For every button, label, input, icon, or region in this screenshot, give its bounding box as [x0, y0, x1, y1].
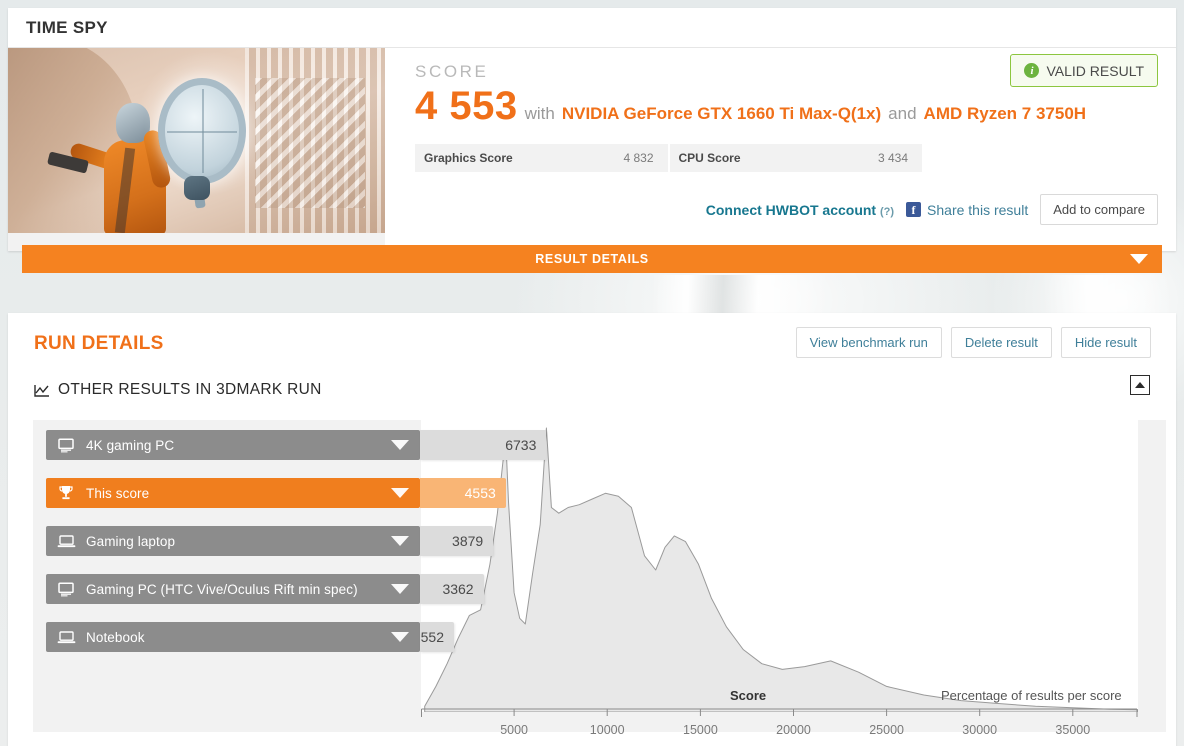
comparison-bar-label[interactable]: 4K gaming PC — [46, 430, 420, 460]
comparison-bar-row[interactable]: This score 4553 — [46, 478, 1156, 508]
laptop-icon — [55, 534, 77, 549]
trophy-icon — [55, 485, 77, 501]
add-to-compare-button[interactable]: Add to compare — [1040, 194, 1158, 225]
status-badge: i VALID RESULT — [1010, 54, 1158, 87]
comparison-bar-list: 4K gaming PC 6733 This score 4553 Gaming lap… — [46, 430, 1156, 670]
comparison-bar-name: This score — [86, 485, 150, 501]
x-tick-label: 5000 — [500, 723, 528, 737]
score-distribution-chart: 5000 10000 15000 20000 25000 30000 35000 Score… — [33, 420, 1166, 737]
comparison-bar-row[interactable]: 4K gaming PC 6733 — [46, 430, 1156, 460]
x-tick-label: 15000 — [683, 723, 718, 737]
x-axis-label: Score — [730, 688, 767, 703]
view-benchmark-run-button[interactable]: View benchmark run — [795, 327, 942, 358]
distribution-plot-area — [421, 420, 1138, 712]
cpu-name[interactable]: AMD Ryzen 7 3750H — [923, 104, 1087, 123]
subscore-cpu-value: 3 434 — [877, 151, 908, 165]
comparison-bar-label[interactable]: Notebook — [46, 622, 420, 652]
desktop-icon — [55, 581, 77, 597]
score-caption: SCORE — [415, 62, 489, 81]
hero-image-frame — [8, 48, 385, 251]
x-tick-label: 30000 — [962, 723, 998, 737]
chevron-down-icon[interactable] — [391, 488, 409, 498]
comparison-bar-row[interactable]: Gaming laptop 3879 — [46, 526, 1156, 556]
benchmark-title-bar: TIME SPY — [8, 8, 1176, 48]
collapse-up-icon[interactable] — [1130, 375, 1150, 395]
share-result-link[interactable]: f Share this result — [906, 202, 1028, 218]
run-details-title: RUN DETAILS — [34, 333, 164, 354]
hide-result-button[interactable]: Hide result — [1060, 327, 1151, 358]
x-tick-label: 20000 — [776, 723, 811, 737]
run-details-card: RUN DETAILS View benchmark run Delete re… — [8, 313, 1176, 746]
subscore-cpu: CPU Score 3 434 — [667, 144, 922, 172]
status-badge-label: VALID RESULT — [1046, 62, 1144, 79]
subscore-graphics-value: 4 832 — [623, 151, 654, 165]
action-row: Connect HWBOT account (?) f Share this r… — [415, 194, 1158, 225]
comparison-bar-value: 6733 — [420, 430, 547, 460]
x-axis-tick-labels: 5000 10000 15000 20000 25000 30000 35000 — [421, 723, 1138, 743]
comparison-bar-label[interactable]: Gaming laptop — [46, 526, 420, 556]
score-with-text: with — [524, 104, 555, 123]
x-tick-label: 25000 — [869, 723, 904, 737]
result-details-toggle[interactable]: RESULT DETAILS — [22, 245, 1162, 273]
comparison-bar-label[interactable]: Gaming PC (HTC Vive/Oculus Rift min spec… — [46, 574, 420, 604]
run-details-actions: View benchmark run Delete result Hide re… — [795, 327, 1151, 358]
x-tick-label: 35000 — [1055, 723, 1091, 737]
result-summary-card: TIME SPY — [8, 8, 1176, 251]
page-title: TIME SPY — [26, 17, 108, 37]
score-and-text: and — [888, 104, 917, 123]
chevron-down-icon[interactable] — [391, 536, 409, 546]
comparison-bar-label[interactable]: This score — [46, 478, 420, 508]
hero-section: i VALID RESULT SCORE 4 553 with NVIDIA G… — [8, 48, 1176, 251]
benchmark-artwork — [8, 48, 385, 233]
score-headline: 4 553 with NVIDIA GeForce GTX 1660 Ti Ma… — [415, 84, 1158, 129]
chevron-down-icon[interactable] — [391, 584, 409, 594]
artwork-steps — [255, 78, 365, 208]
connect-hwbot-link[interactable]: Connect HWBOT account (?) — [706, 202, 894, 218]
x-axis — [421, 708, 1138, 717]
chevron-down-icon[interactable] — [1130, 254, 1148, 264]
other-results-section-header: OTHER RESULTS IN 3DMARK RUN — [34, 373, 1150, 407]
line-chart-icon — [34, 384, 50, 397]
comparison-bar-value: 3362 — [420, 574, 484, 604]
result-details-label: RESULT DETAILS — [535, 252, 649, 266]
comparison-bar-row[interactable]: Notebook 552 — [46, 622, 1156, 652]
info-icon: i — [1024, 63, 1040, 78]
delete-result-button[interactable]: Delete result — [950, 327, 1052, 358]
chevron-down-icon[interactable] — [391, 440, 409, 450]
share-result-label: Share this result — [927, 201, 1029, 218]
facebook-icon: f — [906, 202, 922, 217]
comparison-bar-value: 3879 — [420, 526, 494, 556]
chevron-down-icon[interactable] — [391, 632, 409, 642]
comparison-bar-value: 4553 — [420, 478, 506, 508]
artwork-mirror — [158, 78, 246, 184]
connect-hwbot-label: Connect HWBOT account — [705, 201, 877, 218]
artwork-pillars — [245, 48, 385, 233]
x-tick-label: 10000 — [589, 723, 625, 737]
score-panel: i VALID RESULT SCORE 4 553 with NVIDIA G… — [385, 48, 1176, 251]
run-details-header: RUN DETAILS View benchmark run Delete re… — [8, 313, 1176, 373]
desktop-icon — [55, 437, 77, 453]
comparison-bar-row[interactable]: Gaming PC (HTC Vive/Oculus Rift min spec… — [46, 574, 1156, 604]
subscore-cpu-label: CPU Score — [678, 151, 741, 165]
comparison-bar-name: Notebook — [86, 629, 145, 645]
comparison-bar-name: 4K gaming PC — [86, 437, 175, 453]
artwork-hand — [184, 176, 210, 200]
subscore-table: Graphics Score 4 832 CPU Score 3 434 — [415, 144, 922, 172]
other-results-title: OTHER RESULTS IN 3DMARK RUN — [58, 381, 322, 398]
score-value: 4 553 — [415, 84, 518, 128]
laptop-icon — [55, 630, 77, 645]
subscore-graphics-label: Graphics Score — [424, 151, 513, 165]
comparison-bar-name: Gaming PC (HTC Vive/Oculus Rift min spec… — [86, 581, 358, 597]
comparison-bar-value: 552 — [420, 622, 454, 652]
subscore-graphics: Graphics Score 4 832 — [415, 144, 668, 172]
y-axis-label: Percentage of results per score — [941, 688, 1122, 703]
comparison-bar-name: Gaming laptop — [86, 533, 176, 549]
hwbot-help-icon[interactable]: (?) — [880, 205, 895, 218]
gpu-name[interactable]: NVIDIA GeForce GTX 1660 Ti Max-Q(1x) — [561, 104, 882, 123]
